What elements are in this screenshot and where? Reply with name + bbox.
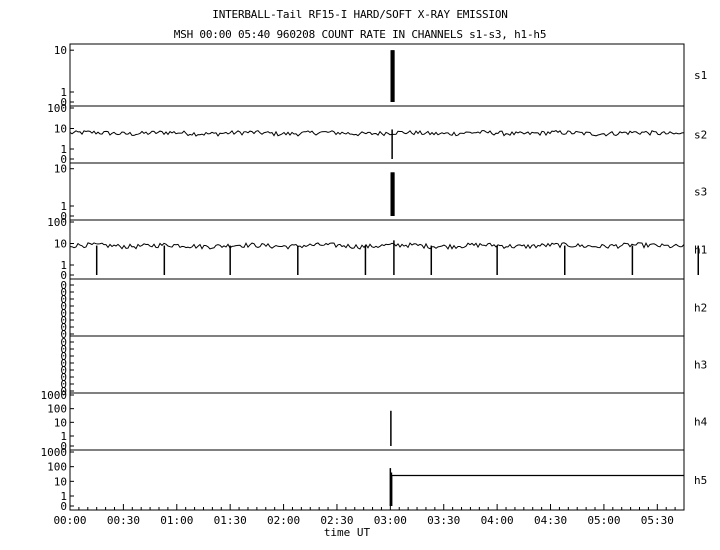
ytick-label-h3: 0: [60, 371, 67, 384]
ytick-label-h3: 0: [60, 378, 67, 391]
ytick-label-h5: 100: [47, 461, 67, 474]
xtick-label: 01:30: [214, 514, 247, 527]
x-axis-label: time UT: [324, 526, 371, 539]
xtick-label: 02:00: [267, 514, 300, 527]
ytick-label-s1: 10: [54, 44, 67, 57]
ytick-label-h4: 0: [60, 440, 67, 453]
ytick-label-h1: 1: [60, 259, 67, 272]
xtick-label: 00:00: [53, 514, 86, 527]
ytick-label-s2: 100: [47, 102, 67, 115]
xtick-label: 02:30: [320, 514, 353, 527]
panel-label-h5: h5: [694, 474, 707, 487]
ytick-label-s1: 1: [60, 86, 67, 99]
ytick-label-h4: 10: [54, 416, 67, 429]
xtick-label: 01:00: [160, 514, 193, 527]
xtick-label: 04:30: [534, 514, 567, 527]
panel-frame-s3: [69, 162, 685, 221]
panel-frame-h5: [69, 449, 685, 511]
ytick-label-h2: 0: [60, 307, 67, 320]
series-line-h1: [69, 241, 685, 250]
panel-label-s3: s3: [694, 186, 707, 199]
xtick-label: 05:00: [587, 514, 620, 527]
panel-label-h2: h2: [694, 302, 707, 315]
ytick-label-h4: 1: [60, 430, 67, 443]
xtick-label: 03:30: [427, 514, 460, 527]
panel-label-s1: s1: [694, 69, 707, 82]
panel-frame-h3: [69, 335, 685, 394]
ytick-label-h3: 0: [60, 343, 67, 356]
ytick-label-h5: 0: [60, 500, 67, 513]
panel-label-h4: h4: [694, 416, 708, 429]
ytick-label-h3: 0: [60, 364, 67, 377]
ytick-label-h2: 0: [60, 300, 67, 313]
ytick-label-h3: 0: [60, 350, 67, 363]
ytick-label-h5: 1000: [41, 446, 68, 459]
ytick-label-h2: 0: [60, 279, 67, 292]
ytick-label-s3: 1: [60, 200, 67, 213]
panel-label-h1: h1: [694, 244, 707, 257]
ytick-label-s2: 10: [54, 123, 67, 136]
ytick-label-h1: 100: [47, 216, 67, 229]
ytick-label-h3: 0: [60, 357, 67, 370]
xtick-label: 05:30: [641, 514, 674, 527]
ytick-label-s3: 10: [54, 163, 67, 176]
ytick-label-h4: 1000: [41, 389, 68, 402]
panel-frame-s1: [69, 43, 685, 107]
ytick-label-h2: 0: [60, 321, 67, 334]
ytick-label-s2: 1: [60, 143, 67, 156]
series-line-s2: [69, 130, 685, 137]
panel-label-s2: s2: [694, 129, 707, 142]
ytick-label-h1: 10: [54, 238, 67, 251]
ytick-label-h5: 1: [60, 490, 67, 503]
ytick-label-h2: 0: [60, 293, 67, 306]
ytick-label-h3: 0: [60, 385, 67, 398]
ytick-label-s1: 0: [60, 96, 67, 109]
ytick-label-h2: 0: [60, 328, 67, 341]
ytick-label-h5: 10: [54, 475, 67, 488]
ytick-label-s2: 0: [60, 153, 67, 166]
chart-subtitle: MSH 00:00 05:40 960208 COUNT RATE IN CHA…: [173, 28, 547, 41]
ytick-label-h3: 0: [60, 336, 67, 349]
ytick-label-s3: 0: [60, 210, 67, 223]
xtick-label: 04:00: [481, 514, 514, 527]
chart-title: INTERBALL-Tail RF15-I HARD/SOFT X-RAY EM…: [212, 8, 508, 21]
xtick-label: 00:30: [107, 514, 140, 527]
xtick-label: 03:00: [374, 514, 407, 527]
panel-label-h3: h3: [694, 359, 707, 372]
panel-frame-h1: [69, 219, 685, 280]
ytick-label-h4: 100: [47, 403, 67, 416]
panel-frame-h2: [69, 278, 685, 337]
ytick-label-h1: 0: [60, 269, 67, 282]
ytick-label-h2: 0: [60, 286, 67, 299]
panel-frame-h4: [69, 392, 685, 451]
ytick-label-h2: 0: [60, 314, 67, 327]
